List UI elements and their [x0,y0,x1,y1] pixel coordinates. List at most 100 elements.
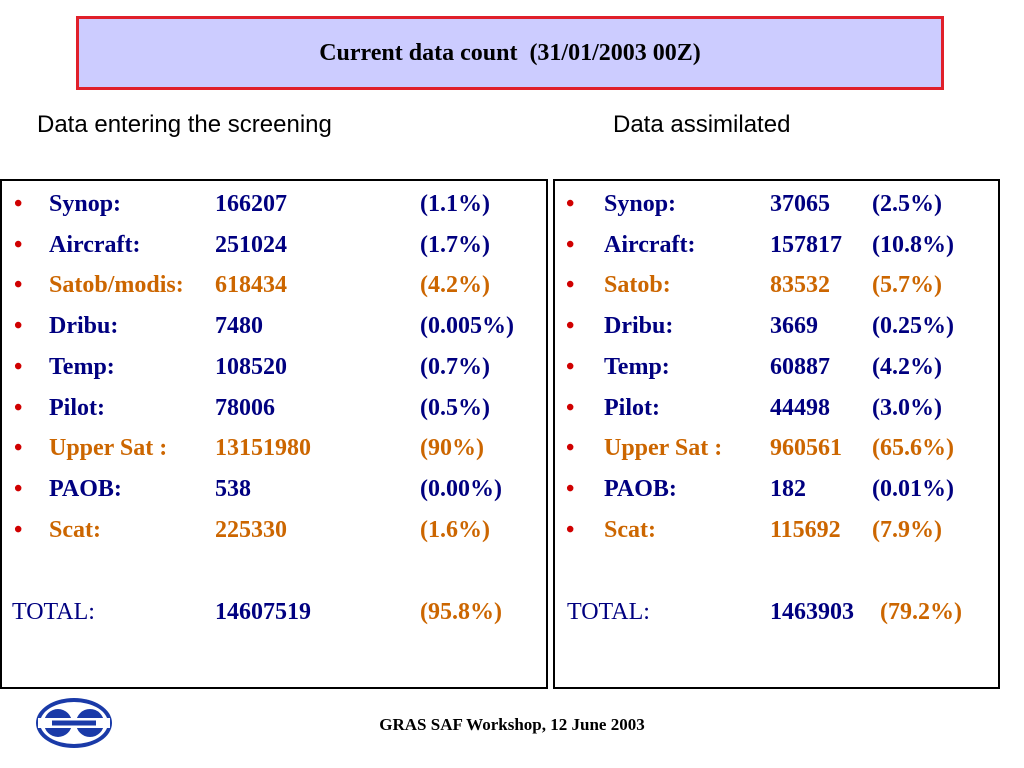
left-row-2: • Satob/modis: 618434 (4.2%) [2,272,546,308]
left-row-5: • Pilot: 78006 (0.5%) [2,395,546,431]
bullet-icon: • [566,272,575,299]
row-count: 538 [215,475,251,502]
total-label: TOTAL: [12,599,95,625]
total-count: 14607519 [215,599,311,625]
title-box: Current data count (31/01/2003 00Z) [76,16,944,90]
row-count: 7480 [215,313,263,340]
row-percent: (0.00%) [420,475,502,502]
right-row-1: • Aircraft: 157817 (10.8%) [555,232,998,268]
bullet-icon: • [14,191,23,217]
row-name: PAOB: [49,475,122,502]
bullet-icon: • [14,231,23,258]
bullet-icon: • [566,353,575,380]
bullet-icon: • [14,516,23,543]
row-name: Aircraft: [49,231,141,258]
ecmwf-logo-icon [36,698,112,748]
row-percent: (4.2%) [420,272,490,299]
total-percent: (79.2%) [880,599,962,625]
row-percent: (65.6%) [872,435,954,462]
row-name: Upper Sat : [604,435,723,462]
row-percent: (0.25%) [872,313,954,340]
row-count: 44498 [770,394,830,421]
left-heading: Data entering the screening [37,111,332,138]
left-row-4: • Temp: 108520 (0.7%) [2,354,546,390]
bullet-icon: • [14,353,23,380]
row-count: 225330 [215,516,287,543]
bullet-icon: • [566,231,575,258]
row-count: 166207 [215,191,287,217]
right-row-6: • Upper Sat : 960561 (65.6%) [555,435,998,471]
left-row-1: • Aircraft: 251024 (1.7%) [2,232,546,268]
total-count: 1463903 [770,599,854,625]
row-count: 3669 [770,313,818,340]
row-name: Pilot: [49,394,105,421]
left-row-8: • Scat: 225330 (1.6%) [2,517,546,553]
assimilated-panel: • Synop: 37065 (2.5%) • Aircraft: 157817 (10.8%… [553,179,1000,689]
row-name: Aircraft: [604,231,696,258]
right-row-8: • Scat: 115692 (7.9%) [555,517,998,553]
left-row-6: • Upper Sat : 13151980 (90%) [2,435,546,471]
row-name: Temp: [604,353,670,380]
row-name: Pilot: [604,394,660,421]
row-count: 115692 [770,516,841,543]
bullet-icon: • [14,272,23,299]
row-percent: (7.9%) [872,516,942,543]
right-row-0: • Synop: 37065 (2.5%) [555,191,998,227]
bullet-icon: • [566,435,575,462]
row-count: 60887 [770,353,830,380]
row-percent: (0.7%) [420,353,490,380]
right-row-7: • PAOB: 182 (0.01%) [555,476,998,512]
row-count: 13151980 [215,435,311,462]
row-count: 960561 [770,435,842,462]
row-name: Temp: [49,353,115,380]
row-name: Satob/modis: [49,272,184,299]
row-name: Synop: [49,191,122,217]
row-name: Scat: [49,516,101,543]
row-percent: (10.8%) [872,231,954,258]
row-count: 182 [770,475,806,502]
row-count: 108520 [215,353,287,380]
row-percent: (2.5%) [872,191,942,217]
slide-title: Current data count (31/01/2003 00Z) [319,39,701,66]
right-row-3: • Dribu: 3669 (0.25%) [555,313,998,349]
left-row-3: • Dribu: 7480 (0.005%) [2,313,546,349]
row-name: Dribu: [604,313,674,340]
row-percent: (1.7%) [420,231,490,258]
bullet-icon: • [566,394,575,421]
row-count: 618434 [215,272,287,299]
total-label: TOTAL: [567,599,650,625]
row-name: Scat: [604,516,656,543]
total-percent: (95.8%) [420,599,502,625]
right-heading: Data assimilated [613,111,791,138]
row-count: 78006 [215,394,275,421]
row-count: 37065 [770,191,830,217]
bullet-icon: • [566,313,575,340]
row-percent: (3.0%) [872,394,942,421]
row-count: 251024 [215,231,287,258]
bullet-icon: • [566,475,575,502]
bullet-icon: • [566,191,575,217]
row-percent: (0.01%) [872,475,954,502]
row-percent: (1.6%) [420,516,490,543]
left-row-7: • PAOB: 538 (0.00%) [2,476,546,512]
row-percent: (1.1%) [420,191,490,217]
row-count: 83532 [770,272,830,299]
row-percent: (5.7%) [872,272,942,299]
row-percent: (4.2%) [872,353,942,380]
row-percent: (0.005%) [420,313,514,340]
screening-panel: • Synop: 166207 (1.1%) • Aircraft: 251024 (1.7%… [0,179,548,689]
bullet-icon: • [14,313,23,340]
bullet-icon: • [14,394,23,421]
bullet-icon: • [14,475,23,502]
left-row-0: • Synop: 166207 (1.1%) [2,191,546,227]
row-count: 157817 [770,231,842,258]
footer-text: GRAS SAF Workshop, 12 June 2003 [379,715,645,734]
row-name: PAOB: [604,475,677,502]
row-percent: (90%) [420,435,484,462]
right-row-5: • Pilot: 44498 (3.0%) [555,395,998,431]
right-row-4: • Temp: 60887 (4.2%) [555,354,998,390]
row-name: Upper Sat : [49,435,168,462]
row-name: Synop: [604,191,677,217]
bullet-icon: • [14,435,23,462]
row-percent: (0.5%) [420,394,490,421]
